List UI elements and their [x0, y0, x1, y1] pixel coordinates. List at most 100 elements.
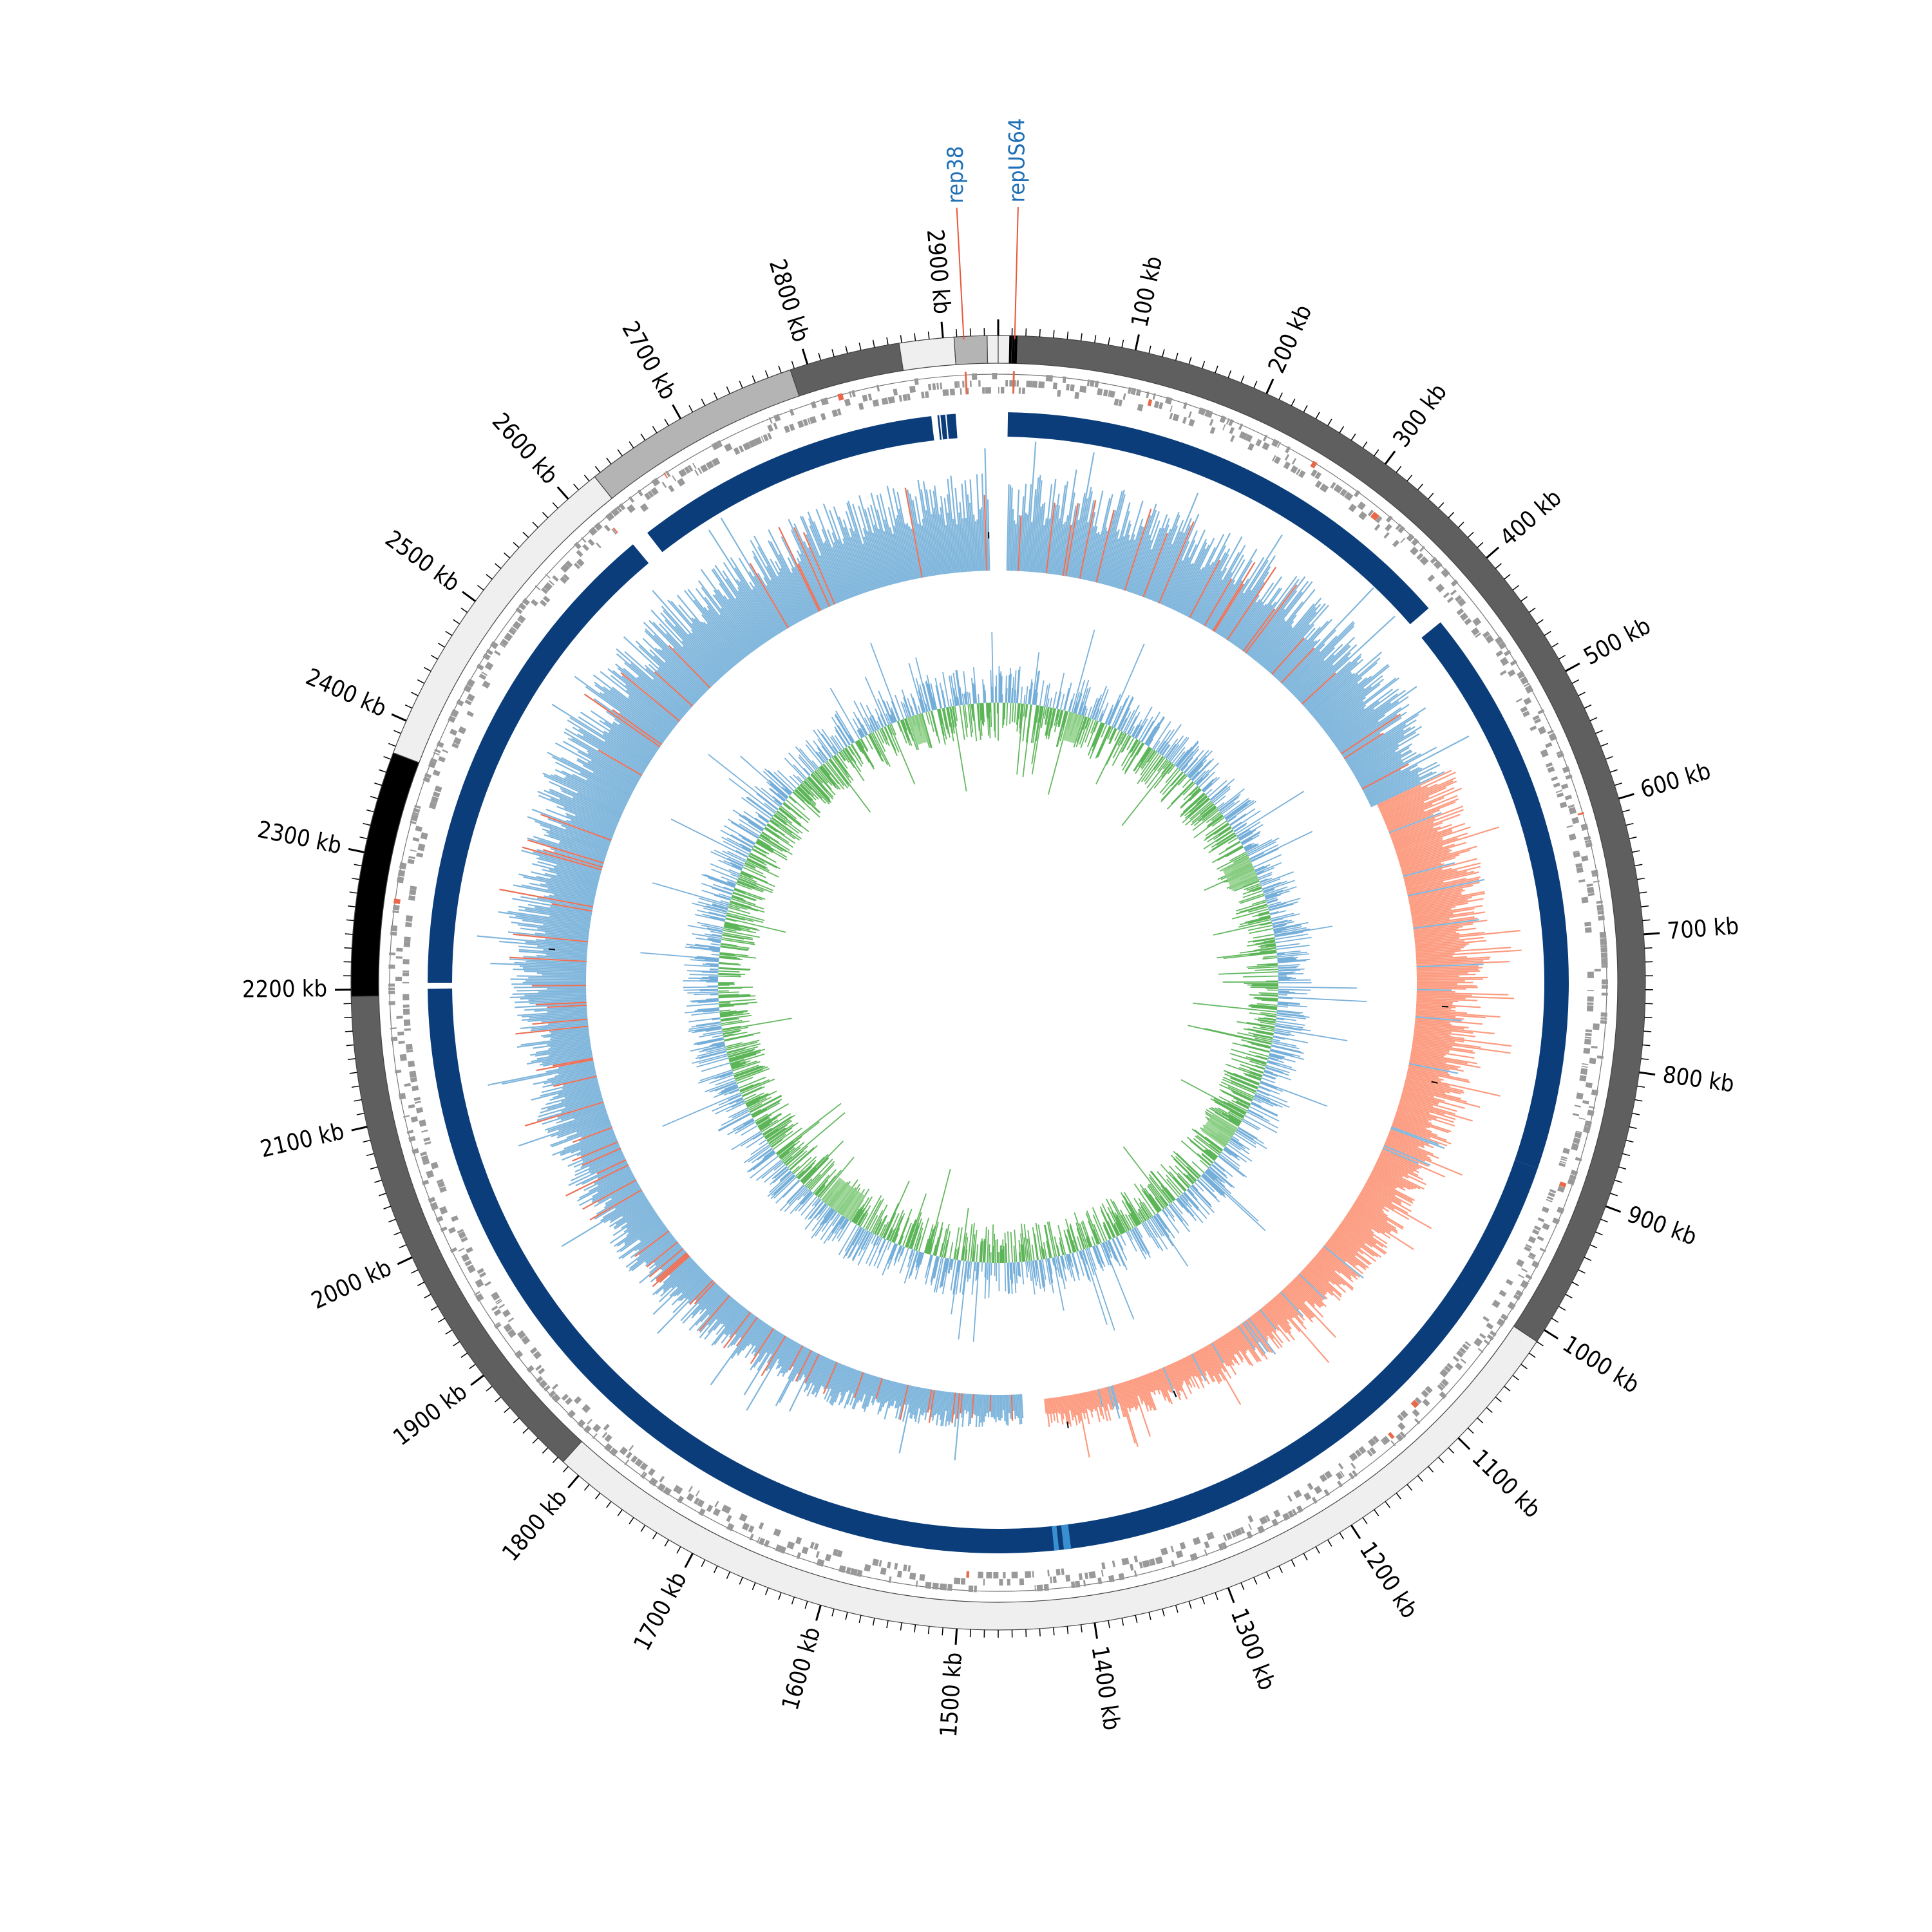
gc-bar	[724, 922, 760, 931]
gene-feature	[1562, 766, 1571, 773]
gene-feature	[1246, 1531, 1253, 1539]
skew-bar	[542, 1074, 597, 1088]
skew-bar	[1154, 532, 1184, 602]
gc-bar	[1238, 1126, 1258, 1139]
gc-bar	[745, 860, 779, 878]
gene-feature	[1528, 1255, 1535, 1260]
gene-feature	[475, 1293, 484, 1302]
gene-feature	[1333, 484, 1343, 494]
gc-bar	[1116, 1236, 1124, 1251]
gc-bar	[852, 718, 864, 738]
skew-bar	[840, 1367, 853, 1396]
gene-feature	[544, 1385, 551, 1392]
gc-bar	[776, 1141, 793, 1155]
skew-bar	[551, 756, 631, 797]
minor-tick	[363, 1139, 371, 1143]
skew-bar	[1284, 650, 1321, 688]
gc-bar	[904, 718, 914, 741]
gene-feature	[603, 1443, 613, 1452]
gc-bar	[807, 1173, 821, 1189]
gene-feature	[493, 1309, 502, 1316]
gc-bar	[724, 1032, 761, 1041]
skew-bar	[509, 958, 587, 964]
gene-feature	[1222, 1542, 1227, 1549]
tick-label: 2200 kb	[242, 976, 327, 1003]
skew-bar	[671, 1264, 698, 1289]
gene-feature	[1182, 402, 1188, 410]
gc-bar	[923, 1238, 929, 1253]
skew-bar	[1149, 544, 1173, 600]
skew-bar	[507, 931, 589, 942]
gc-bar	[1028, 679, 1033, 705]
gc-bar	[891, 723, 896, 735]
gc-bar	[1133, 746, 1150, 772]
skew-bar	[1077, 1393, 1083, 1414]
skew-bar	[516, 989, 587, 992]
gc-bar	[1220, 1081, 1255, 1097]
skew-bar	[911, 528, 922, 578]
skew-bar	[751, 1323, 768, 1346]
skew-bar	[829, 1365, 846, 1404]
gc-bar	[1276, 1018, 1285, 1021]
gc-bar	[1227, 800, 1256, 822]
gene-feature	[1142, 1560, 1150, 1568]
gc-bar	[1194, 1182, 1204, 1192]
skew-bar	[1293, 1278, 1322, 1307]
skew-bar	[541, 1017, 588, 1023]
skew-bar	[692, 623, 732, 670]
gc-bar	[697, 1007, 719, 1010]
skew-bar	[791, 572, 814, 615]
gc-bar	[731, 1131, 761, 1151]
skew-bar	[1349, 1209, 1386, 1234]
gc-bar	[1208, 1149, 1218, 1157]
skew-bar	[1337, 721, 1379, 750]
skew-bar	[1101, 494, 1126, 584]
skew-bar	[1401, 1095, 1457, 1112]
skew-bar	[605, 1185, 640, 1206]
skew-bar	[777, 576, 803, 621]
gc-bar	[1144, 1188, 1162, 1211]
gc-bar	[1084, 719, 1094, 743]
skew-bar	[1343, 1218, 1384, 1248]
gene-feature	[663, 472, 668, 478]
gene-feature	[458, 1247, 465, 1252]
gc-bar	[1189, 800, 1212, 820]
gc-bar	[1264, 889, 1283, 897]
gc-bar	[697, 909, 726, 918]
gene-feature	[1507, 1302, 1516, 1311]
skew-bar	[1408, 892, 1462, 904]
gc-bar	[1273, 1035, 1309, 1044]
gc-bar	[735, 1098, 744, 1103]
gc-bar	[964, 1237, 969, 1261]
skew-bar	[743, 1333, 783, 1396]
gc-bar	[1260, 943, 1276, 947]
gene-feature	[1065, 1575, 1071, 1582]
skew-bar	[1300, 1271, 1326, 1296]
gc-bar	[922, 683, 931, 712]
gene-feature	[428, 801, 437, 810]
minor-tick	[1080, 333, 1083, 341]
gc-bar	[1239, 947, 1276, 954]
gene-feature	[1587, 971, 1594, 978]
skew-bar	[1365, 767, 1423, 797]
skew-bar	[1126, 1381, 1137, 1411]
skew-bar	[1117, 534, 1135, 589]
minor-tick	[956, 329, 958, 337]
gc-bar	[1254, 1018, 1276, 1023]
skew-bar	[753, 535, 802, 621]
gc-bar	[1187, 755, 1207, 777]
gc-bar	[907, 1249, 914, 1267]
skew-bar	[1410, 893, 1486, 908]
minor-tick	[594, 466, 601, 473]
skew-bar	[1416, 958, 1490, 963]
skew-bar	[1402, 863, 1445, 876]
skew-bar	[588, 1154, 624, 1171]
gc-bar	[740, 1079, 770, 1093]
gene-feature	[637, 489, 643, 497]
skew-bar	[1075, 1394, 1082, 1422]
gc-bar	[860, 728, 866, 737]
skew-bar	[864, 536, 881, 589]
skew-bar	[1399, 1101, 1456, 1121]
skew-bar	[645, 668, 692, 709]
tick-label: 1300 kb	[1226, 1605, 1280, 1694]
